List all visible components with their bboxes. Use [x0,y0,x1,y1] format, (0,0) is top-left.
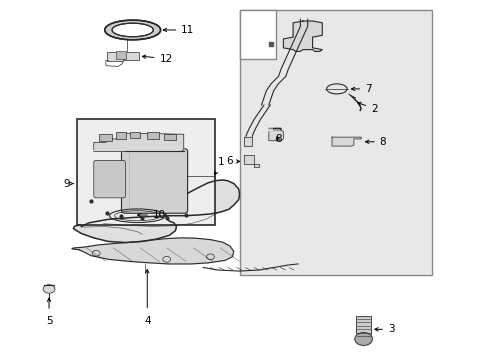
Text: 10: 10 [137,210,166,220]
Text: 11: 11 [163,25,194,35]
Text: 12: 12 [142,54,172,64]
Circle shape [354,333,372,345]
Bar [147,132,159,139]
Polygon shape [243,137,251,146]
Bar [356,316,370,339]
FancyBboxPatch shape [121,149,187,213]
Ellipse shape [112,23,153,37]
Polygon shape [331,137,361,146]
FancyBboxPatch shape [94,160,125,198]
Text: 9: 9 [63,179,70,189]
Text: 2: 2 [357,102,377,113]
Polygon shape [268,128,283,141]
Bar [123,52,138,60]
Text: 7: 7 [351,84,371,94]
Text: 1: 1 [214,157,224,175]
Circle shape [43,285,55,293]
Text: 3: 3 [374,324,394,334]
Bar [130,132,140,138]
Polygon shape [73,180,239,243]
Bar [239,10,431,275]
Ellipse shape [104,20,160,40]
Polygon shape [239,10,276,59]
Polygon shape [243,155,259,167]
Polygon shape [72,238,233,264]
Text: 8: 8 [365,137,386,147]
Text: 8: 8 [275,134,281,144]
Bar [77,119,215,225]
Bar [164,134,176,140]
Bar [116,132,126,139]
Text: 4: 4 [143,316,150,327]
Text: 5: 5 [46,316,52,327]
Bar [116,51,126,59]
Bar [99,134,112,141]
Bar [107,52,122,62]
Polygon shape [283,21,322,51]
Polygon shape [94,134,183,152]
Text: 6: 6 [226,157,233,166]
